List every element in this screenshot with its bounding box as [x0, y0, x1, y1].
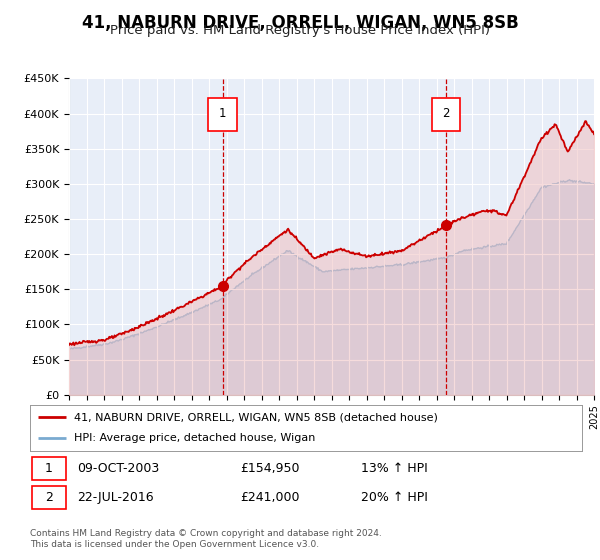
Text: 2: 2: [442, 107, 450, 120]
Text: 41, NABURN DRIVE, ORRELL, WIGAN, WN5 8SB: 41, NABURN DRIVE, ORRELL, WIGAN, WN5 8SB: [82, 14, 518, 32]
Text: This data is licensed under the Open Government Licence v3.0.: This data is licensed under the Open Gov…: [30, 540, 319, 549]
Text: Contains HM Land Registry data © Crown copyright and database right 2024.: Contains HM Land Registry data © Crown c…: [30, 529, 382, 538]
Text: Price paid vs. HM Land Registry's House Price Index (HPI): Price paid vs. HM Land Registry's House …: [110, 24, 490, 37]
Text: £154,950: £154,950: [240, 463, 299, 475]
Text: 41, NABURN DRIVE, ORRELL, WIGAN, WN5 8SB (detached house): 41, NABURN DRIVE, ORRELL, WIGAN, WN5 8SB…: [74, 412, 438, 422]
Text: 20% ↑ HPI: 20% ↑ HPI: [361, 491, 428, 503]
Text: HPI: Average price, detached house, Wigan: HPI: Average price, detached house, Wiga…: [74, 433, 316, 444]
Text: 1: 1: [45, 463, 53, 475]
FancyBboxPatch shape: [432, 98, 460, 131]
FancyBboxPatch shape: [32, 486, 66, 508]
Text: 09-OCT-2003: 09-OCT-2003: [77, 463, 159, 475]
Text: 13% ↑ HPI: 13% ↑ HPI: [361, 463, 428, 475]
Text: £241,000: £241,000: [240, 491, 299, 503]
Text: 22-JUL-2016: 22-JUL-2016: [77, 491, 154, 503]
FancyBboxPatch shape: [208, 98, 237, 131]
Text: 2: 2: [45, 491, 53, 503]
Text: 1: 1: [219, 107, 226, 120]
FancyBboxPatch shape: [32, 458, 66, 480]
